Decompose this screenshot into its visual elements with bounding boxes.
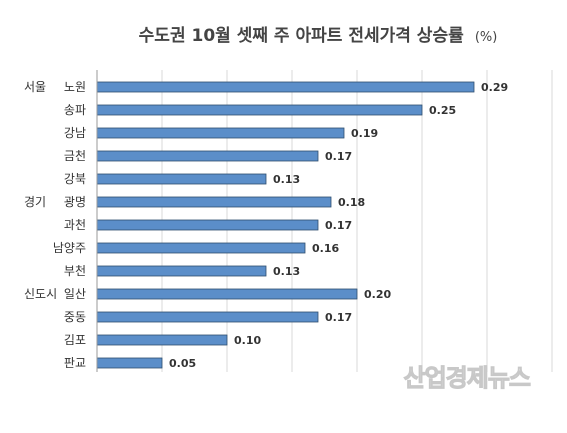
value-label: 0.10 <box>234 334 261 347</box>
category-label: 일산 <box>64 287 86 301</box>
value-label: 0.17 <box>325 150 352 163</box>
value-label: 0.20 <box>364 288 391 301</box>
bar-노원 <box>96 81 475 93</box>
category-label: 강남 <box>64 126 86 140</box>
value-label: 0.19 <box>351 127 378 140</box>
value-label: 0.17 <box>325 219 352 232</box>
value-labels: 0.29 0.25 0.19 0.17 0.13 0.18 0.17 0.16 0.13 0.20… <box>169 81 508 370</box>
bar-송파 <box>96 104 423 116</box>
category-label: 광명 <box>64 195 86 209</box>
group-label: 서울 <box>24 80 46 94</box>
bar-부천 <box>96 265 267 277</box>
value-label: 0.29 <box>481 81 508 94</box>
chart-title-main: 수도권 10월 셋째 주 아파트 전세가격 상승률 <box>139 26 464 46</box>
bar-중동 <box>96 311 319 323</box>
value-label: 0.13 <box>273 173 300 186</box>
value-label: 0.18 <box>338 196 365 209</box>
category-label: 남양주 <box>53 241 86 255</box>
category-label: 김포 <box>64 333 86 347</box>
bar-강남 <box>96 127 345 139</box>
chart-title-unit: (%) <box>475 30 498 45</box>
group-label: 신도시 <box>24 287 57 301</box>
value-label: 0.16 <box>312 242 339 255</box>
category-label: 송파 <box>64 103 86 117</box>
value-label: 0.05 <box>169 357 196 370</box>
category-label: 판교 <box>64 356 86 370</box>
bar-판교 <box>96 357 163 369</box>
chart-title: 수도권 10월 셋째 주 아파트 전세가격 상승률 (%) <box>139 26 498 46</box>
bar-일산 <box>96 288 358 300</box>
value-label: 0.17 <box>325 311 352 324</box>
category-label: 강북 <box>64 172 86 186</box>
value-label: 0.25 <box>429 104 456 117</box>
bar-강북 <box>96 173 267 185</box>
category-label: 과천 <box>64 217 86 232</box>
bar-김포 <box>96 334 228 346</box>
category-label: 노원 <box>64 80 86 94</box>
category-label: 금천 <box>64 148 86 163</box>
bar-금천 <box>96 150 319 162</box>
category-label: 부천 <box>64 263 86 278</box>
watermark: 산업경제뉴스 <box>404 364 531 392</box>
bar-남양주 <box>96 242 306 254</box>
bar-과천 <box>96 219 319 231</box>
bar-광명 <box>96 196 332 208</box>
value-label: 0.13 <box>273 265 300 278</box>
bars <box>96 81 475 369</box>
category-label: 중동 <box>64 310 86 324</box>
group-label: 경기 <box>24 195 46 209</box>
